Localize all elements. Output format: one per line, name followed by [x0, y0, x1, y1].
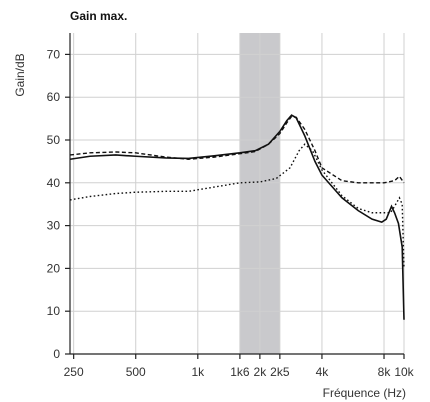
y-axis-label: Gain/dB	[13, 53, 27, 96]
series-line-dashed	[69, 115, 405, 184]
x-tick-label: 250	[64, 365, 84, 379]
grid-layer	[70, 33, 405, 355]
x-tick-label: 10k	[394, 365, 414, 379]
x-tick-label: 8k	[378, 365, 392, 379]
x-tick-label: 1k	[191, 365, 205, 379]
axis-layer: 250 500 1k 1k6 2k 2k5 4k 8k 10k 0 10 20 30 40 50 60 70	[47, 33, 415, 379]
series-line-dotted	[69, 143, 405, 269]
x-tick-label: 1k6	[230, 365, 250, 379]
y-tick-label: 30	[47, 219, 61, 233]
x-tick-label: 500	[126, 365, 146, 379]
y-tick-label: 20	[47, 261, 61, 275]
y-tick-label: 70	[47, 47, 61, 61]
label-layer: Gain max. Gain/dB Fréquence (Hz)	[13, 9, 406, 400]
chart-title: Gain max.	[70, 9, 127, 23]
series-layer	[69, 114, 405, 320]
y-tick-label: 40	[47, 176, 61, 190]
y-tick-label: 0	[53, 347, 60, 361]
y-tick-label: 50	[47, 133, 61, 147]
x-tick-label: 2k5	[270, 365, 290, 379]
y-tick-label: 10	[47, 304, 61, 318]
y-tick-label: 60	[47, 90, 61, 104]
x-tick-label: 4k	[316, 365, 330, 379]
x-axis-label: Fréquence (Hz)	[323, 386, 406, 400]
series-line-solid	[69, 114, 405, 320]
x-tick-label: 2k	[254, 365, 268, 379]
